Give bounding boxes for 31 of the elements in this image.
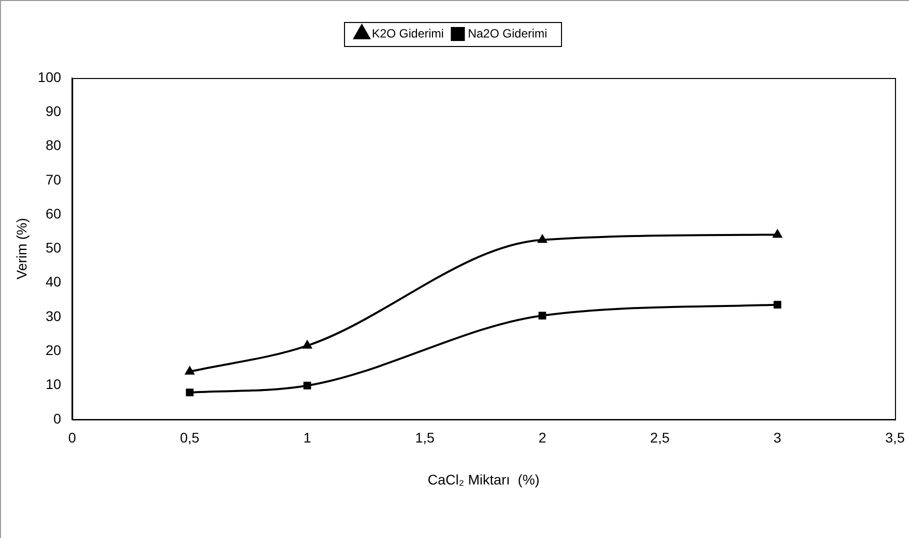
point <box>302 340 312 349</box>
point <box>185 366 194 375</box>
y-tick-label: 30 <box>46 308 62 324</box>
point <box>538 312 546 320</box>
y-tick-label: 60 <box>46 205 62 222</box>
y-tick-label: 100 <box>38 68 62 85</box>
x-tick-label: 3,5 <box>885 430 905 446</box>
y-tick-label: 0 <box>53 410 62 426</box>
point <box>303 382 312 390</box>
x-tick-label: 1 <box>303 430 312 446</box>
legend-label: Na2O Giderimi <box>468 26 548 40</box>
y-tick-label: 40 <box>46 274 62 290</box>
point <box>538 234 547 243</box>
x-tick-label: 3 <box>774 430 782 446</box>
y-axis-title: Verim (%) <box>13 218 30 280</box>
x-tick-label: 0 <box>68 430 76 446</box>
y-tick-label: 10 <box>46 376 62 392</box>
x-tick-label: 2 <box>538 430 546 446</box>
y-tick-label: 20 <box>46 342 62 358</box>
x-axis-title: CaCl₂ Miktarı (%) <box>428 471 540 488</box>
point <box>774 300 782 309</box>
y-tick-label: 90 <box>46 103 62 119</box>
point <box>186 388 194 396</box>
legend-label: K2O Giderimi <box>372 26 444 40</box>
x-tick-label: 2,5 <box>650 430 670 446</box>
point <box>772 230 782 238</box>
y-tick-label: 50 <box>46 240 62 256</box>
x-tick-label: 1,5 <box>415 430 435 446</box>
y-tick-label: 80 <box>46 137 62 154</box>
x-tick-label: 0,5 <box>180 430 200 446</box>
y-tick-label: 70 <box>46 171 62 188</box>
